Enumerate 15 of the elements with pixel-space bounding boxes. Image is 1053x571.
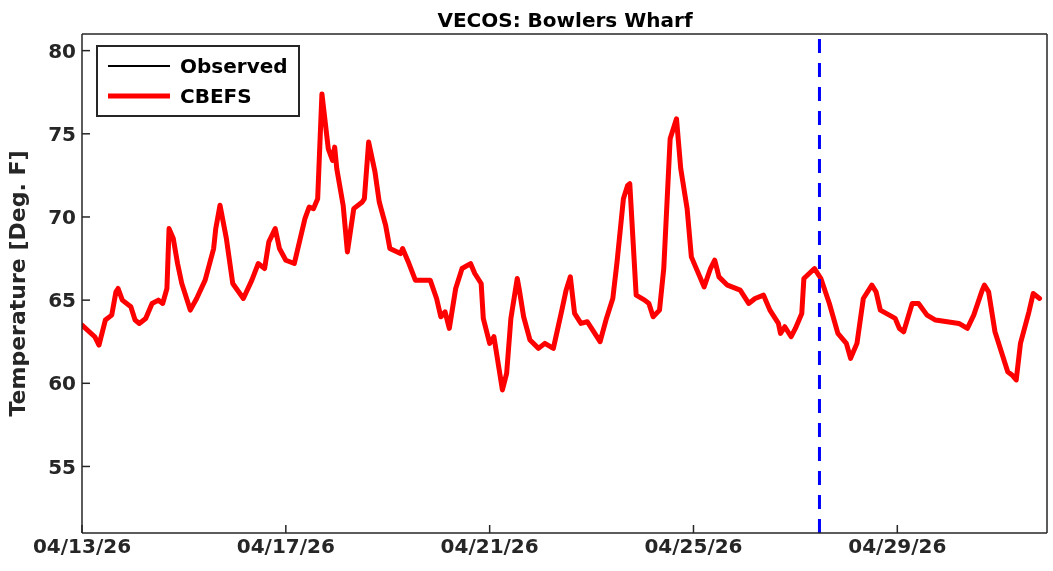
y-tick-label: 80 (48, 38, 76, 63)
x-tick-label: 04/13/26 (32, 534, 132, 559)
y-tick-label: 65 (48, 288, 76, 313)
y-tick-label: 60 (48, 371, 76, 396)
x-tick-label: 04/17/26 (236, 534, 335, 559)
y-tick-label: 75 (48, 121, 76, 146)
x-tick-label: 04/21/26 (440, 534, 539, 559)
legend-label: Observed (180, 54, 288, 78)
x-tick-label: 04/29/26 (848, 534, 947, 559)
y-axis-title: Temperature [Deg. F] (4, 150, 30, 417)
x-tick-label: 04/25/26 (644, 534, 743, 559)
y-tick-label: 70 (48, 205, 76, 230)
chart-title: VECOS: Bowlers Wharf (436, 8, 694, 32)
y-tick-label: 55 (48, 454, 76, 479)
legend-label: CBEFS (180, 84, 252, 108)
